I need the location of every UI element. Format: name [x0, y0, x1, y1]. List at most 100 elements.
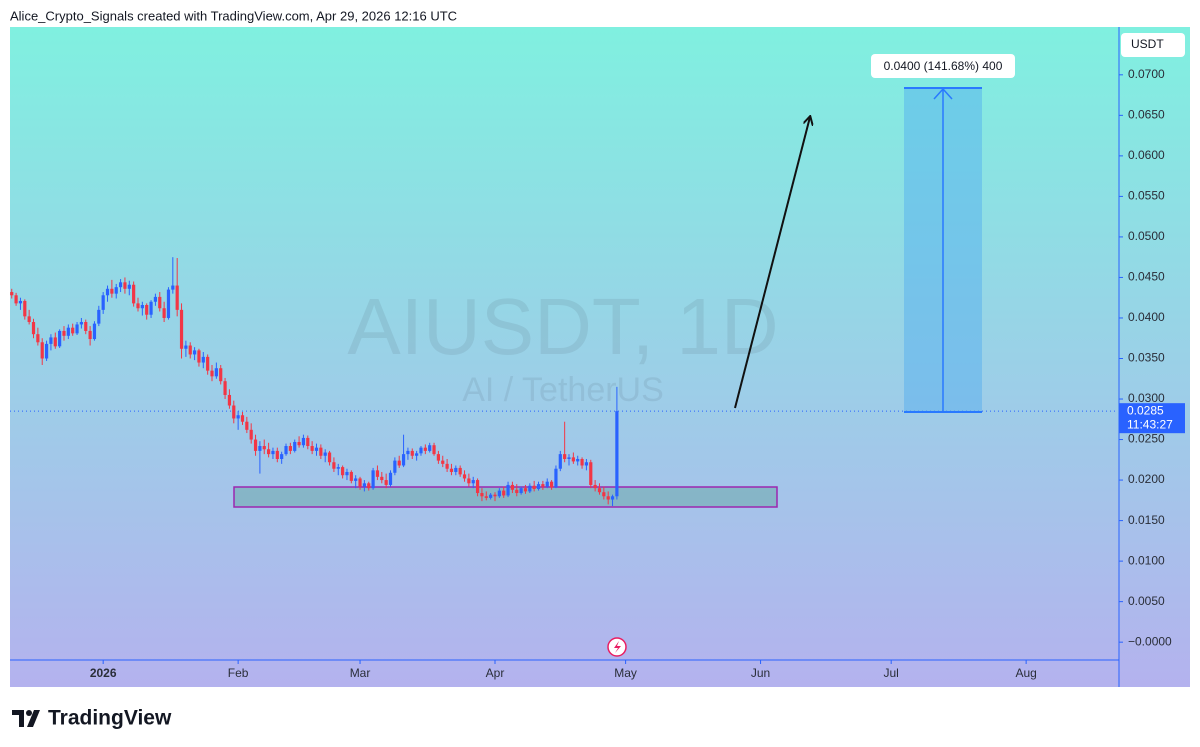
candle-body	[310, 446, 314, 451]
candle-body	[253, 439, 258, 451]
candle-body	[541, 484, 545, 487]
candle-body	[88, 330, 92, 340]
candle-body	[149, 301, 153, 315]
candle-body	[36, 334, 40, 343]
candle-body	[271, 450, 275, 455]
candle-body	[293, 441, 297, 451]
credit: Alice_Crypto_Signals created with Tradin…	[10, 8, 457, 23]
y-tick-label: −0.0000	[1128, 634, 1172, 648]
candle-body	[49, 337, 53, 344]
candle-body	[502, 490, 506, 496]
candle-body	[110, 288, 114, 294]
candle-body	[179, 309, 184, 349]
x-tick-label: Apr	[486, 666, 505, 680]
candle-body	[401, 454, 406, 466]
axes: −0.0000 0.0050 0.0100 0.0150 0.0200 0.0250 0.0…	[10, 27, 1172, 687]
candle-body	[101, 295, 105, 310]
brand-logo-dot	[26, 710, 32, 716]
candle-body	[419, 447, 423, 454]
candle-body	[602, 492, 606, 497]
candles	[10, 257, 619, 507]
candle-body	[66, 327, 70, 336]
candle-body	[92, 323, 97, 340]
countdown: 11:43:27	[1127, 417, 1173, 431]
x-tick-label: Aug	[1015, 666, 1036, 680]
candle-body	[58, 330, 62, 347]
brand-name: TradingView	[48, 707, 172, 730]
y-tick-label: 0.0400	[1128, 310, 1165, 324]
candle-body	[436, 454, 440, 461]
candle-body	[571, 457, 575, 462]
candle-body	[79, 322, 83, 325]
candle-body	[280, 454, 284, 459]
candle-body	[31, 322, 36, 335]
y-tick-label: 0.0550	[1128, 189, 1165, 203]
candle-body	[258, 446, 262, 451]
candle-body	[610, 496, 615, 500]
candle-body	[567, 457, 571, 459]
candle-body	[327, 452, 332, 463]
candle-body	[384, 480, 388, 485]
y-tick-label: 0.0350	[1128, 351, 1165, 365]
measure-label: 0.0400 (141.68%) 400	[884, 59, 1003, 73]
candle-body	[227, 394, 232, 406]
candle-body	[105, 288, 110, 296]
candle-body	[441, 460, 445, 464]
last-price-label: 0.0285	[1127, 403, 1164, 417]
candle-body	[458, 467, 462, 475]
candle-body	[371, 470, 375, 489]
candle-body	[454, 467, 458, 472]
candle-body	[306, 437, 310, 447]
candle-body	[388, 472, 393, 485]
x-tick-label: Feb	[228, 666, 249, 680]
candle-body	[606, 496, 610, 500]
watermark-description: AI / TetherUS	[462, 371, 664, 409]
candle-body	[319, 447, 323, 456]
candle-body	[362, 483, 366, 487]
candle-body	[158, 296, 162, 309]
candle-body	[197, 350, 201, 363]
support-zone	[233, 486, 778, 508]
candle-body	[375, 470, 380, 477]
candle-body	[341, 467, 345, 476]
candle-body	[267, 449, 271, 455]
candle-body	[480, 493, 484, 497]
candle-body	[262, 446, 266, 450]
candle-body	[136, 303, 140, 309]
candle-body	[145, 305, 149, 315]
candle-body	[188, 345, 192, 355]
y-tick-label: 0.0250	[1128, 432, 1165, 446]
candle-body	[44, 343, 49, 359]
candle-body	[593, 484, 597, 489]
candle-body	[314, 447, 319, 451]
candle-body	[393, 460, 397, 473]
candle-body	[467, 478, 471, 484]
candle-body	[18, 300, 23, 304]
currency-box	[1121, 33, 1185, 57]
candle-body	[532, 485, 536, 489]
candle-body	[415, 453, 419, 456]
candle-body	[184, 345, 188, 349]
candle-body	[97, 309, 101, 324]
candle-body	[358, 478, 362, 487]
y-tick-label: 0.0300	[1128, 391, 1165, 405]
candle-body	[123, 282, 127, 289]
candle-body	[449, 468, 454, 472]
candle-body	[153, 296, 158, 302]
x-tick-label: 2026	[90, 666, 117, 680]
candle-body	[576, 458, 580, 462]
candle-body	[71, 327, 75, 334]
candle-body	[53, 337, 57, 347]
candle-body	[563, 454, 567, 459]
candle-body	[380, 476, 384, 481]
candle-body	[301, 437, 306, 446]
watermark-symbol: AIUSDT, 1D	[347, 282, 778, 371]
candle-body	[523, 488, 528, 492]
candle-body	[462, 474, 467, 479]
candle-body	[580, 458, 584, 466]
candle-body	[10, 292, 14, 296]
candle-body	[249, 429, 253, 440]
brand: TradingView	[12, 707, 172, 730]
candle-body	[367, 483, 371, 489]
